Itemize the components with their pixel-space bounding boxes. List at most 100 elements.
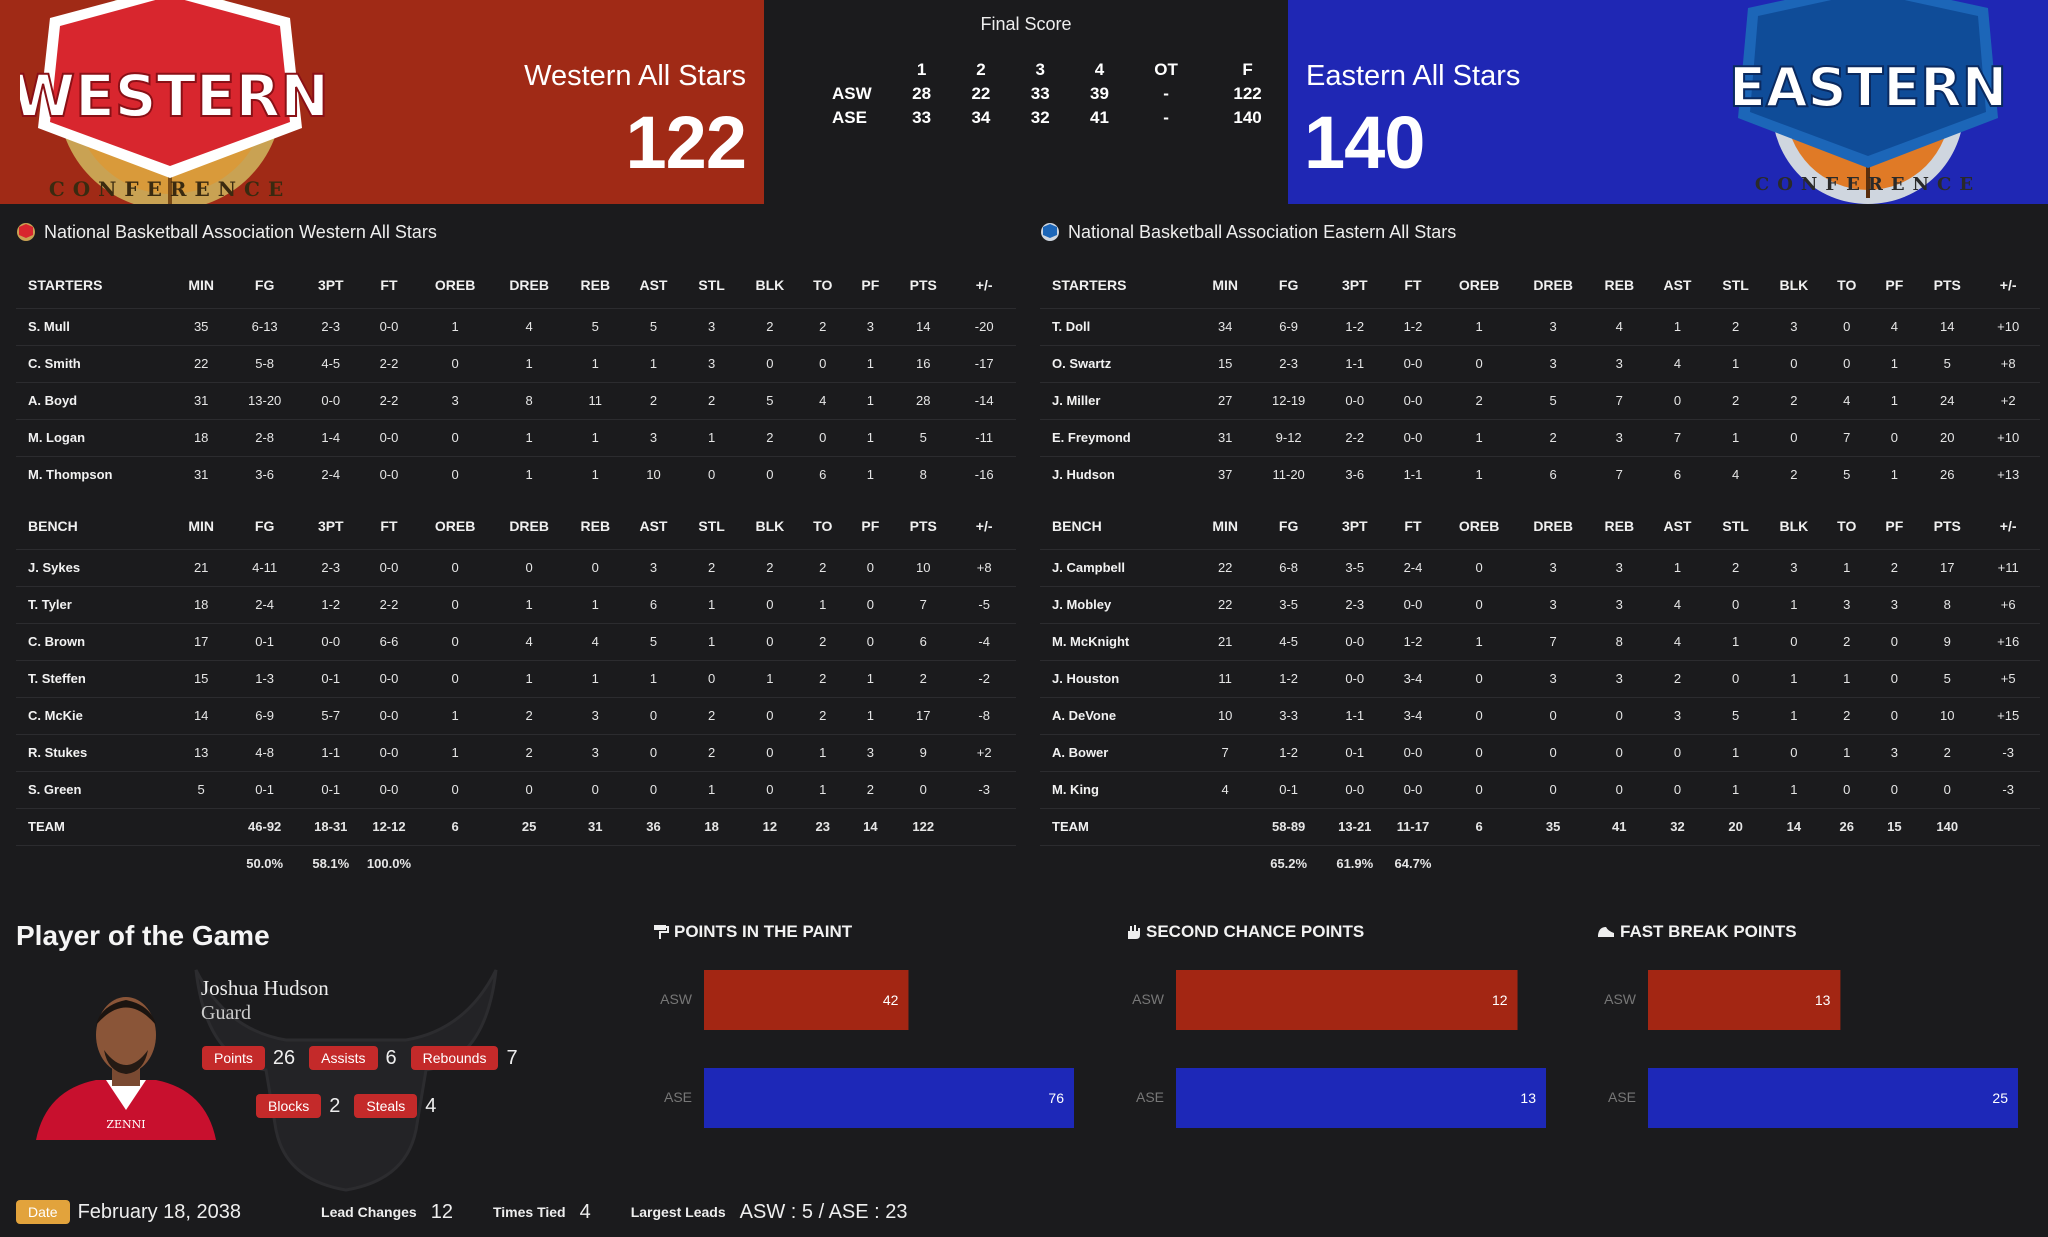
stat-cell [740, 844, 799, 882]
player-row: R. Stukes 13 4-8 1-1 0-0 1 2 3 0 2 0 1 3 9 +2 [16, 733, 1016, 771]
svg-text:ZENNI: ZENNI [106, 1118, 145, 1131]
stats-header-row: BENCH MIN FG 3PT FT OREB DREB REB AST STL BLK TO PF P… [1040, 493, 2040, 549]
player-row: J. Mobley 22 3-5 2-3 0-0 0 3 3 4 0 1 3 3 8 +6 [1040, 585, 2040, 623]
linescore-header-cell: 1 [916, 60, 927, 79]
stat-cell: 1-3 [227, 659, 302, 697]
linescore-header-row: 1 2 3 4 OT F [832, 58, 1292, 82]
stat-cell: 6 [418, 807, 493, 845]
stat-cell: 0 [740, 696, 799, 734]
stat-cell: 140 [1918, 807, 1977, 845]
stat-cell: 15 [174, 659, 228, 697]
player-row: M. McKnight 21 4-5 0-0 1-2 1 7 8 4 1 0 2 0 9 +16 [1040, 622, 2040, 660]
stat-cell: 3 [1648, 696, 1707, 734]
stat-cell: 3 [1516, 307, 1591, 345]
bar-value-label: 25 [1992, 1090, 2008, 1106]
stat-cell: 1 [1706, 733, 1765, 771]
linescore-header-cell: F [1242, 60, 1253, 79]
second-chance-points-chart: SECOND CHANCE POINTS ASW 12 ASE 13 [1124, 920, 1584, 1150]
stat-cell: 1 [1822, 733, 1871, 771]
times-tied-value: 4 [579, 1200, 591, 1223]
shoe-icon [1598, 927, 1614, 937]
linescore-header-cell: 4 [1094, 60, 1105, 79]
nba-west-icon [17, 223, 35, 241]
linescore-cell: 122 [1233, 84, 1262, 103]
eastern-team-score: 140 [1304, 101, 1425, 184]
stat-cell: -4 [952, 622, 1016, 660]
player-row: J. Miller 27 12-19 0-0 0-0 2 5 7 0 2 2 4 1 24 +2 [1040, 381, 2040, 419]
stat-cell: 0-0 [359, 548, 419, 586]
stat-cell: 3-3 [1251, 696, 1326, 734]
bar-value-label: 76 [1048, 1090, 1064, 1106]
stat-cell: 1 [492, 659, 567, 697]
stats-column-header: TO [1837, 276, 1857, 293]
stat-cell: 0 [798, 344, 847, 382]
stats-column-header: 3PT [1341, 276, 1368, 293]
bar-value-label: 13 [1520, 1090, 1536, 1106]
stat-cell: 0 [894, 770, 953, 808]
team-totals-row: TEAM 46-92 18-31 12-12 6 25 31 36 18 12 23 14 122 [16, 807, 1016, 845]
stat-cell: 0 [1442, 344, 1517, 382]
stat-cell: 10 [624, 455, 683, 493]
bar-category-label: ASW [1604, 991, 1637, 1007]
stat-cell: 0 [1648, 733, 1707, 771]
stat-cell: 15 [1870, 807, 1919, 845]
stat-cell: 0 [740, 344, 799, 382]
stat-cell: 61.9% [1325, 844, 1384, 882]
stat-cell: 0 [1442, 659, 1517, 697]
stat-cell: 12-19 [1251, 381, 1326, 419]
stat-cell: 0 [1822, 770, 1871, 808]
bar-value-label: 42 [883, 992, 899, 1008]
stat-cell: 1-2 [1383, 307, 1443, 345]
stat-cell: 1 [624, 344, 683, 382]
steals-badge: Steals [354, 1094, 418, 1118]
stat-cell: 1 [846, 418, 895, 456]
stat-cell: 18 [174, 585, 228, 623]
stat-cell: 0 [1870, 622, 1919, 660]
stat-cell: 11-20 [1251, 455, 1326, 493]
linescore-cell: 33 [912, 108, 932, 127]
player-name-cell: C. McKie [16, 696, 175, 734]
eastern-stats-table: STARTERS MIN FG 3PT FT OREB DREB REB AST STL BLK TO… [1040, 252, 2040, 882]
stat-cell: 4-11 [227, 548, 302, 586]
stats-column-header: +/- [1999, 517, 2017, 534]
stat-cell: 3 [1870, 585, 1919, 623]
stat-cell: 0 [1442, 548, 1517, 586]
stat-cell [1822, 844, 1871, 882]
stat-cell: 0-0 [301, 381, 360, 419]
stat-cell: 34 [1198, 307, 1252, 345]
stat-cell: 7 [1516, 622, 1591, 660]
stat-cell: 2 [740, 418, 799, 456]
stats-column-header: FT [380, 276, 398, 293]
linescore-header-cell [832, 58, 892, 82]
player-row: A. DeVone 10 3-3 1-1 3-4 0 0 0 3 5 1 2 0 10 +15 [1040, 696, 2040, 734]
stats-column-header: +/- [975, 276, 993, 293]
stat-cell: 1 [1764, 585, 1823, 623]
lead-changes-value: 12 [430, 1200, 453, 1223]
linescore-cell: - [1163, 108, 1169, 127]
eastern-box-score: National Basketball Association Eastern … [1040, 212, 2048, 882]
stats-column-header: MIN [1212, 276, 1238, 293]
stat-cell: 1 [1442, 418, 1517, 456]
stat-cell: 1 [418, 696, 493, 734]
stats-column-header: PF [861, 517, 880, 534]
blocks-badge: Blocks [256, 1094, 322, 1118]
stat-cell: 22 [174, 344, 228, 382]
stat-cell [846, 844, 895, 882]
player-name-cell: C. Smith [16, 344, 175, 382]
eastern-box-title: National Basketball Association Eastern … [1040, 212, 2048, 252]
stat-cell: 20 [1706, 807, 1765, 845]
stat-cell: 0 [1442, 733, 1517, 771]
stats-header-row: BENCH MIN FG 3PT FT OREB DREB REB AST STL BLK TO PF P… [16, 493, 1016, 549]
stat-cell: 4-5 [1251, 622, 1326, 660]
player-name-cell: J. Mobley [1040, 585, 1199, 623]
stats-column-header: FG [1278, 517, 1299, 534]
stat-cell: 7 [1822, 418, 1871, 456]
stat-cell [1648, 844, 1707, 882]
stats-column-header: DREB [1533, 517, 1573, 534]
stat-cell: +11 [1976, 548, 2040, 586]
stat-cell: 3 [1590, 418, 1649, 456]
stat-cell: 5 [740, 381, 799, 419]
stat-cell: -17 [952, 344, 1016, 382]
stat-cell: 0 [1648, 770, 1707, 808]
stat-cell: 1 [566, 418, 625, 456]
